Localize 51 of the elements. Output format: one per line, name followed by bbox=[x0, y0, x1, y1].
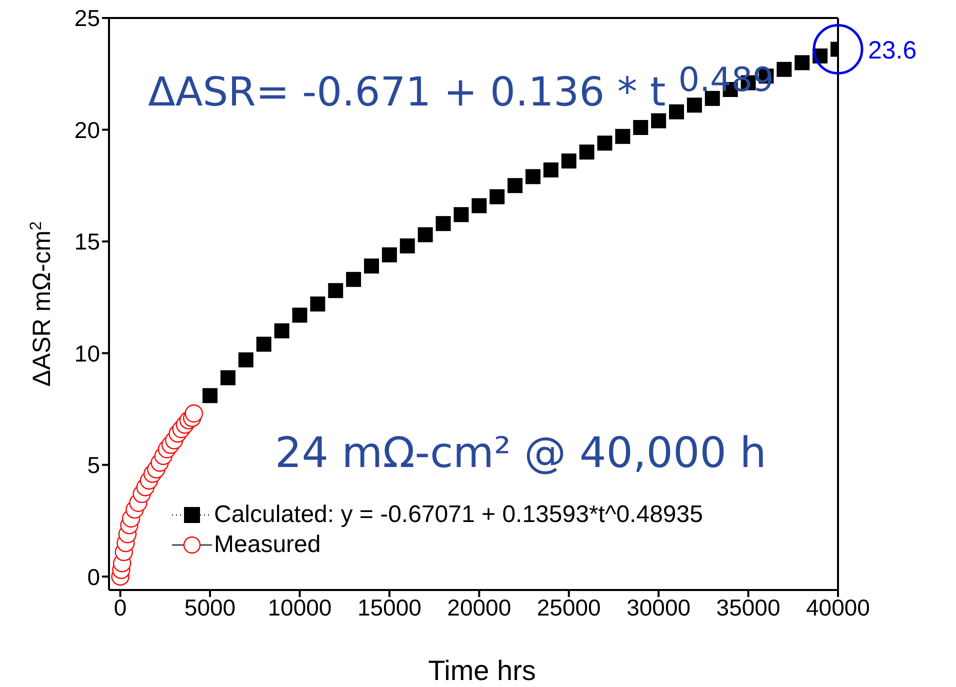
x-tick-label: 0 bbox=[114, 594, 127, 620]
point bbox=[238, 352, 254, 368]
x-tick-label: 25000 bbox=[536, 594, 601, 620]
y-tick-label: 10 bbox=[74, 340, 100, 366]
y-tick-label: 5 bbox=[87, 452, 100, 478]
point bbox=[561, 154, 576, 168]
x-tick-label: 30000 bbox=[626, 594, 691, 620]
point bbox=[436, 216, 451, 232]
point bbox=[543, 162, 558, 178]
point bbox=[400, 238, 415, 254]
point bbox=[418, 227, 433, 242]
point bbox=[794, 55, 810, 70]
y-tick-label: 25 bbox=[74, 5, 100, 32]
point bbox=[525, 169, 540, 184]
point bbox=[454, 207, 469, 222]
legend-label: Measured bbox=[214, 531, 321, 559]
annotation: 23.6 bbox=[868, 36, 917, 64]
point bbox=[615, 128, 630, 144]
x-tick-label: 15000 bbox=[357, 594, 422, 620]
point bbox=[633, 120, 648, 135]
point bbox=[776, 62, 792, 77]
point bbox=[686, 98, 702, 113]
point bbox=[328, 283, 344, 298]
point bbox=[184, 404, 203, 423]
point bbox=[508, 178, 523, 194]
point bbox=[364, 258, 379, 274]
y-tick-label: 20 bbox=[74, 116, 100, 143]
point bbox=[382, 247, 397, 262]
legend-label: Calculated: y = -0.67071 + 0.13593*t^0.48935 bbox=[214, 501, 703, 529]
x-tick-label: 35000 bbox=[716, 594, 780, 620]
point bbox=[202, 388, 218, 404]
point bbox=[292, 308, 308, 323]
point bbox=[669, 104, 684, 120]
point bbox=[579, 144, 594, 160]
x-tick-label: 10000 bbox=[268, 594, 332, 620]
point bbox=[597, 136, 612, 151]
x-tick-label: 20000 bbox=[447, 594, 512, 620]
point bbox=[310, 296, 326, 312]
annotation: 24 mΩ-cm² @ 40,000 h bbox=[275, 428, 766, 477]
y-tick-label: 15 bbox=[74, 228, 100, 255]
x-tick-label: 5000 bbox=[184, 594, 236, 620]
x-tick-label: 40000 bbox=[806, 594, 870, 620]
point bbox=[651, 113, 666, 128]
point bbox=[256, 336, 272, 352]
point bbox=[274, 323, 290, 338]
x-axis-title: Time hrs bbox=[428, 655, 536, 686]
y-tick-label: 0 bbox=[87, 564, 100, 590]
point bbox=[472, 198, 487, 214]
point bbox=[220, 370, 236, 386]
point bbox=[490, 189, 505, 204]
point bbox=[346, 272, 362, 287]
